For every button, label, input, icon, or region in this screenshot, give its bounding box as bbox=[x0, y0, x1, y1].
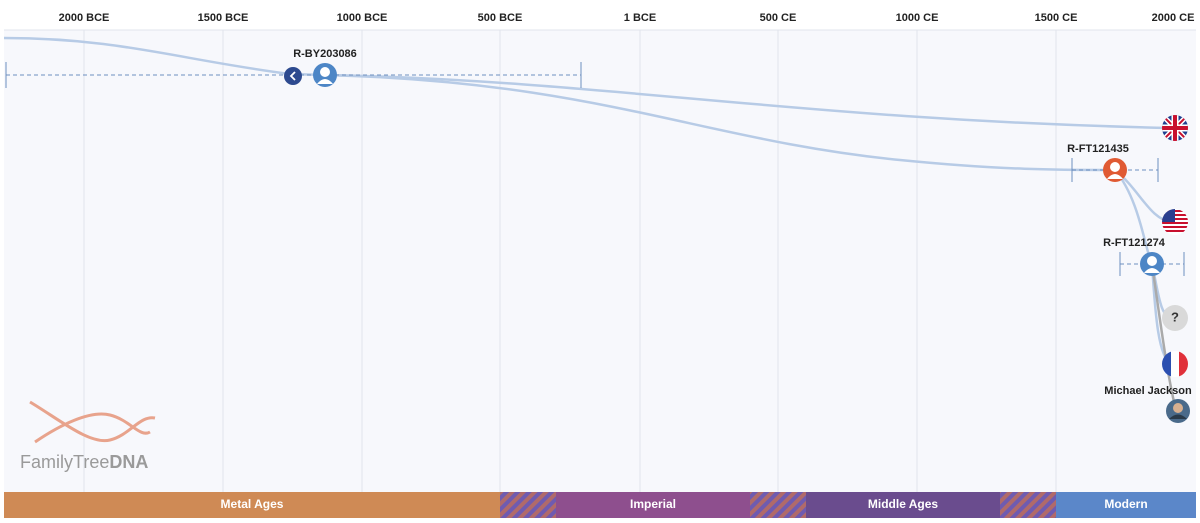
era-label: Middle Ages bbox=[868, 497, 939, 511]
logo: FamilyTreeDNA bbox=[20, 400, 156, 472]
era-bar: Metal Ages Imperial Middle Ages Modern bbox=[4, 492, 1196, 518]
back-button[interactable] bbox=[284, 67, 302, 85]
era-segment bbox=[4, 492, 500, 518]
flag-us[interactable] bbox=[1162, 209, 1188, 235]
node-label: Michael Jackson bbox=[1104, 385, 1192, 397]
node[interactable] bbox=[1103, 158, 1127, 182]
axis: 2000 BCE 1500 BCE 1000 BCE 500 BCE 1 BCE… bbox=[59, 12, 1195, 24]
lineage-curve bbox=[1150, 263, 1178, 411]
era-label: Modern bbox=[1104, 497, 1147, 511]
node[interactable] bbox=[1140, 252, 1164, 276]
user-avatar[interactable] bbox=[1166, 399, 1190, 423]
axis-label: 1000 BCE bbox=[337, 12, 388, 24]
era-segment bbox=[1056, 492, 1196, 518]
node[interactable] bbox=[313, 63, 337, 87]
axis-label: 2000 CE bbox=[1152, 12, 1195, 24]
axis-label: 1 BCE bbox=[624, 12, 656, 24]
lineage-curve bbox=[3, 36, 1171, 130]
node-label: R-FT121274 bbox=[1103, 237, 1166, 249]
axis-label: 2000 BCE bbox=[59, 12, 110, 24]
axis-label: 500 CE bbox=[760, 12, 797, 24]
era-transition bbox=[750, 492, 806, 518]
logo-brand: FamilyTree bbox=[20, 452, 109, 472]
node-label: R-BY203086 bbox=[293, 48, 357, 60]
grid bbox=[83, 30, 1057, 492]
lineages bbox=[3, 36, 1178, 411]
plot-area bbox=[4, 30, 1196, 492]
era-segment bbox=[806, 492, 1000, 518]
era-label: Metal Ages bbox=[221, 497, 284, 511]
unknown-country[interactable]: ? bbox=[1162, 305, 1188, 331]
era-transition bbox=[1000, 492, 1056, 518]
axis-label: 1000 CE bbox=[896, 12, 939, 24]
era-segment bbox=[556, 492, 750, 518]
lineage-curve bbox=[324, 73, 1116, 172]
axis-label: 500 BCE bbox=[478, 12, 523, 24]
era-label: Imperial bbox=[630, 497, 676, 511]
flag-uk[interactable] bbox=[1162, 115, 1188, 141]
node-label: R-FT121435 bbox=[1067, 143, 1129, 155]
axis-label: 1500 CE bbox=[1035, 12, 1078, 24]
logo-text: FamilyTreeDNA bbox=[20, 452, 148, 472]
logo-suffix: DNA bbox=[109, 452, 148, 472]
era-transition bbox=[500, 492, 556, 518]
flag-france[interactable] bbox=[1162, 351, 1188, 377]
unknown-marker: ? bbox=[1171, 309, 1179, 324]
axis-label: 1500 BCE bbox=[198, 12, 249, 24]
